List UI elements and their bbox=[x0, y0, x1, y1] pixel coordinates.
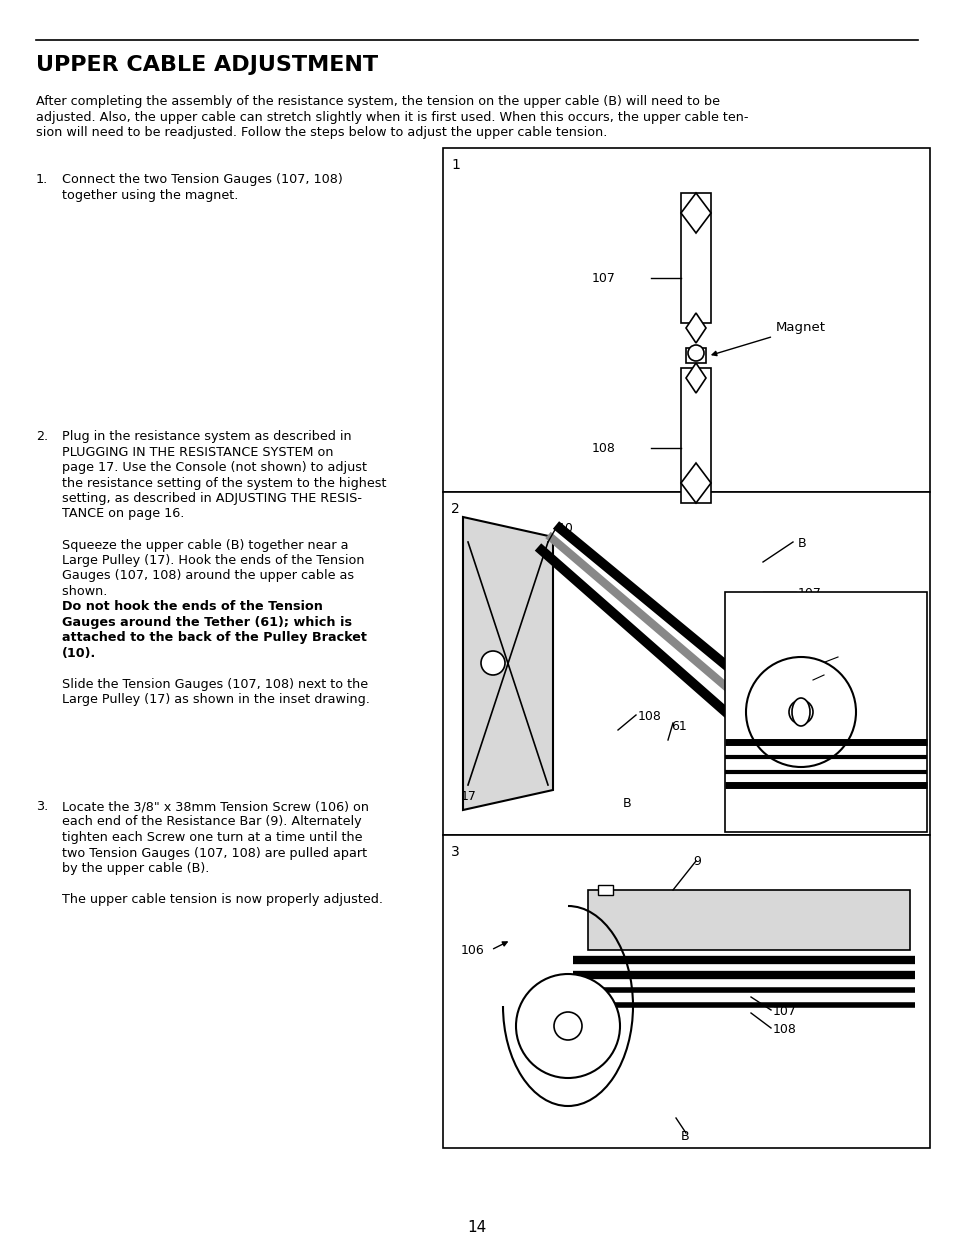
Text: Plug in the resistance system as described in: Plug in the resistance system as describ… bbox=[62, 430, 352, 443]
Text: two Tension Gauges (107, 108) are pulled apart: two Tension Gauges (107, 108) are pulled… bbox=[62, 846, 367, 860]
Circle shape bbox=[480, 651, 504, 676]
Text: 108: 108 bbox=[638, 710, 661, 722]
Text: 108: 108 bbox=[772, 1023, 796, 1036]
Text: 107: 107 bbox=[797, 587, 821, 600]
Text: 2: 2 bbox=[451, 501, 459, 516]
Text: 10: 10 bbox=[558, 522, 574, 535]
Text: PLUGGING IN THE RESISTANCE SYSTEM on: PLUGGING IN THE RESISTANCE SYSTEM on bbox=[62, 446, 334, 458]
Text: tighten each Screw one turn at a time until the: tighten each Screw one turn at a time un… bbox=[62, 831, 362, 844]
Text: Slide the Tension Gauges (107, 108) next to the: Slide the Tension Gauges (107, 108) next… bbox=[62, 678, 368, 692]
Text: 1.: 1. bbox=[36, 173, 49, 186]
Bar bbox=[442, 835, 929, 1149]
Text: each end of the Resistance Bar (9). Alternately: each end of the Resistance Bar (9). Alte… bbox=[62, 815, 361, 829]
Circle shape bbox=[516, 974, 619, 1078]
Bar bbox=[685, 348, 705, 363]
Text: 107: 107 bbox=[772, 1005, 796, 1018]
Polygon shape bbox=[462, 517, 553, 810]
Text: 17: 17 bbox=[460, 790, 476, 803]
Bar bbox=[442, 492, 929, 835]
Text: 108: 108 bbox=[592, 441, 616, 454]
Text: UPPER CABLE ADJUSTMENT: UPPER CABLE ADJUSTMENT bbox=[36, 56, 377, 75]
Text: B: B bbox=[622, 797, 631, 810]
Text: 61: 61 bbox=[670, 720, 686, 734]
Bar bbox=[587, 890, 909, 950]
Polygon shape bbox=[685, 312, 705, 343]
Polygon shape bbox=[680, 463, 710, 503]
Text: sion will need to be readjusted. Follow the steps below to adjust the upper cabl: sion will need to be readjusted. Follow … bbox=[36, 126, 607, 140]
Text: 108: 108 bbox=[824, 671, 846, 683]
Circle shape bbox=[745, 657, 855, 767]
Text: TANCE on page 16.: TANCE on page 16. bbox=[62, 508, 184, 520]
Text: 108: 108 bbox=[789, 818, 811, 830]
Bar bbox=[680, 193, 710, 324]
Text: by the upper cable (B).: by the upper cable (B). bbox=[62, 862, 209, 876]
Text: Locate the 3/8" x 38mm Tension Screw (106) on: Locate the 3/8" x 38mm Tension Screw (10… bbox=[62, 800, 369, 813]
Text: shown.: shown. bbox=[62, 585, 112, 598]
Text: B: B bbox=[680, 1130, 689, 1144]
Bar bbox=[598, 885, 613, 895]
Text: Gauges around the Tether (61); which is: Gauges around the Tether (61); which is bbox=[62, 616, 352, 629]
Text: 3: 3 bbox=[451, 845, 459, 860]
Text: After completing the assembly of the resistance system, the tension on the upper: After completing the assembly of the res… bbox=[36, 95, 720, 107]
Text: Magnet: Magnet bbox=[711, 321, 825, 356]
Circle shape bbox=[554, 1011, 581, 1040]
Text: together using the magnet.: together using the magnet. bbox=[62, 189, 238, 201]
Text: The upper cable tension is now properly adjusted.: The upper cable tension is now properly … bbox=[62, 893, 382, 906]
Text: 3.: 3. bbox=[36, 800, 49, 813]
Text: setting, as described in ADJUSTING THE RESIS-: setting, as described in ADJUSTING THE R… bbox=[62, 492, 361, 505]
Circle shape bbox=[687, 345, 703, 361]
Ellipse shape bbox=[791, 698, 809, 726]
Text: 2.: 2. bbox=[36, 430, 48, 443]
Text: 107: 107 bbox=[840, 652, 862, 664]
Text: B: B bbox=[854, 818, 862, 830]
Circle shape bbox=[788, 700, 812, 724]
Text: 1: 1 bbox=[451, 158, 459, 172]
Text: Connect the two Tension Gauges (107, 108): Connect the two Tension Gauges (107, 108… bbox=[62, 173, 342, 186]
Bar bbox=[724, 592, 926, 832]
Text: page 17. Use the Console (not shown) to adjust: page 17. Use the Console (not shown) to … bbox=[62, 461, 367, 474]
Text: B: B bbox=[797, 537, 806, 550]
Text: Large Pulley (17) as shown in the inset drawing.: Large Pulley (17) as shown in the inset … bbox=[62, 694, 370, 706]
Bar bbox=[442, 148, 929, 492]
Bar bbox=[680, 368, 710, 503]
Text: Large Pulley (17). Hook the ends of the Tension: Large Pulley (17). Hook the ends of the … bbox=[62, 555, 364, 567]
Text: Squeeze the upper cable (B) together near a: Squeeze the upper cable (B) together nea… bbox=[62, 538, 348, 552]
Text: 107: 107 bbox=[592, 272, 616, 284]
Text: the resistance setting of the system to the highest: the resistance setting of the system to … bbox=[62, 477, 386, 489]
Text: (10).: (10). bbox=[62, 647, 96, 659]
Polygon shape bbox=[685, 363, 705, 393]
Text: 106: 106 bbox=[460, 944, 484, 956]
Polygon shape bbox=[680, 193, 710, 233]
Text: 9: 9 bbox=[692, 855, 700, 868]
Text: attached to the back of the Pulley Bracket: attached to the back of the Pulley Brack… bbox=[62, 631, 367, 645]
Text: 14: 14 bbox=[467, 1220, 486, 1235]
Text: adjusted. Also, the upper cable can stretch slightly when it is first used. When: adjusted. Also, the upper cable can stre… bbox=[36, 110, 748, 124]
Text: Do not hook the ends of the Tension: Do not hook the ends of the Tension bbox=[62, 600, 322, 614]
Text: 17: 17 bbox=[737, 818, 751, 830]
Text: Gauges (107, 108) around the upper cable as: Gauges (107, 108) around the upper cable… bbox=[62, 569, 354, 583]
